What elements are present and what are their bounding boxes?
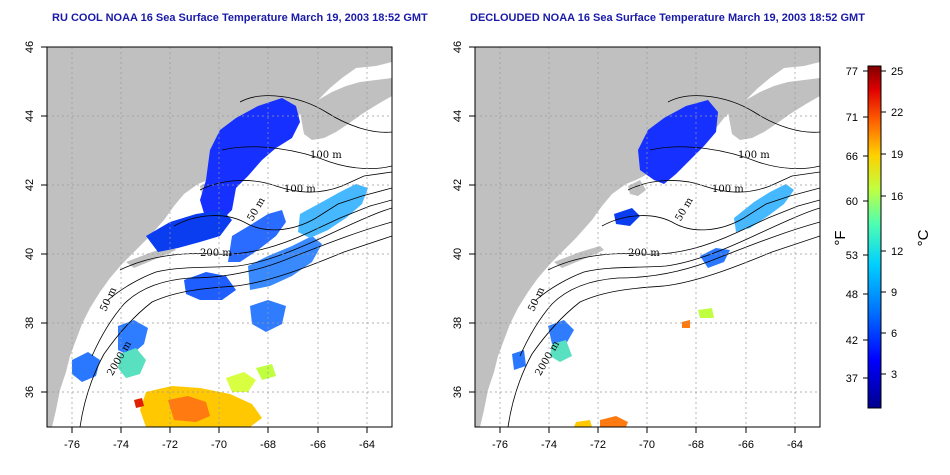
right-map-sst-patches	[512, 100, 794, 427]
right-x-tick-72: -72	[590, 439, 606, 451]
colorbar-celsius-label: °C	[915, 229, 932, 246]
temperature-colorbar: 77 71 66 60 53 48 42 37 25 22 19 16 12 9…	[832, 65, 932, 409]
right-x-tick-70: -70	[639, 439, 655, 451]
left-x-tick-76: -76	[64, 439, 80, 451]
right-map: 100 m 100 m 50 m 200 m 50 m 2000 m	[452, 41, 821, 451]
left-y-tick-44: 44	[24, 110, 36, 122]
left-x-tick-68: -68	[260, 439, 276, 451]
colorbar-c-12: 12	[891, 246, 903, 258]
colorbar-c-3: 3	[891, 369, 897, 381]
left-map: 100 m 100 m 50 m 200 m 50 m 2000 m	[24, 41, 393, 451]
left-y-tick-42: 42	[24, 179, 36, 191]
right-x-tick-66: -66	[738, 439, 754, 451]
colorbar-f-42: 42	[846, 335, 858, 347]
right-map-contours	[507, 95, 820, 427]
colorbar-fahrenheit-label: °F	[832, 230, 849, 245]
colorbar-f-60: 60	[846, 196, 858, 208]
left-y-tick-36: 36	[24, 386, 36, 398]
right-x-tick-68: -68	[688, 439, 704, 451]
left-y-tick-38: 38	[24, 317, 36, 329]
left-contour-label-100m-b: 100 m	[284, 184, 316, 195]
left-contour-label-200m: 200 m	[200, 248, 232, 259]
right-y-tick-42: 42	[452, 179, 464, 191]
left-map-land	[47, 47, 392, 427]
colorbar-f-53: 53	[846, 250, 858, 262]
left-map-sst-patches	[72, 98, 368, 427]
colorbar-f-66: 66	[846, 151, 858, 163]
right-map-title: DECLOUDED NOAA 16 Sea Surface Temperatur…	[470, 12, 865, 24]
left-y-tick-40: 40	[24, 248, 36, 260]
right-map-land	[475, 47, 820, 427]
left-map-ticks	[41, 46, 368, 433]
right-map-nova-scotia	[728, 78, 820, 140]
right-map-cape-cod	[628, 180, 646, 196]
right-contour-label-200m: 200 m	[628, 248, 660, 259]
right-y-tick-40: 40	[452, 248, 464, 260]
left-map-title: RU COOL NOAA 16 Sea Surface Temperature …	[52, 12, 428, 24]
left-x-tick-74: -74	[113, 439, 129, 451]
right-y-tick-38: 38	[452, 317, 464, 329]
colorbar-c-9: 9	[891, 287, 897, 299]
left-x-tick-64: -64	[359, 439, 375, 451]
right-y-tick-44: 44	[452, 110, 464, 122]
colorbar-gradient	[867, 65, 882, 409]
left-x-tick-66: -66	[310, 439, 326, 451]
right-y-tick-46: 46	[452, 41, 464, 53]
colorbar-f-71: 71	[846, 112, 858, 124]
colorbar-f-77: 77	[846, 66, 858, 78]
left-x-tick-70: -70	[211, 439, 227, 451]
right-map-ticks	[469, 46, 796, 433]
colorbar-c-6: 6	[891, 328, 897, 340]
colorbar-ticks	[863, 70, 886, 379]
colorbar-f-48: 48	[846, 289, 858, 301]
right-x-tick-74: -74	[541, 439, 557, 451]
right-x-tick-76: -76	[492, 439, 508, 451]
colorbar-c-19: 19	[891, 149, 903, 161]
left-x-tick-72: -72	[162, 439, 178, 451]
right-contour-label-100m-b: 100 m	[712, 184, 744, 195]
colorbar-c-25: 25	[891, 66, 903, 78]
colorbar-c-22: 22	[891, 107, 903, 119]
colorbar-c-16: 16	[891, 191, 903, 203]
right-contour-label-100m-a: 100 m	[738, 150, 770, 161]
left-map-contours	[79, 95, 392, 427]
left-map-grid	[47, 47, 392, 427]
left-map-nova-scotia	[300, 78, 392, 140]
right-x-tick-64: -64	[787, 439, 803, 451]
left-y-tick-46: 46	[24, 41, 36, 53]
right-map-grid	[475, 47, 820, 427]
left-contour-label-100m-a: 100 m	[310, 150, 342, 161]
colorbar-f-37: 37	[846, 373, 858, 385]
right-y-tick-36: 36	[452, 386, 464, 398]
